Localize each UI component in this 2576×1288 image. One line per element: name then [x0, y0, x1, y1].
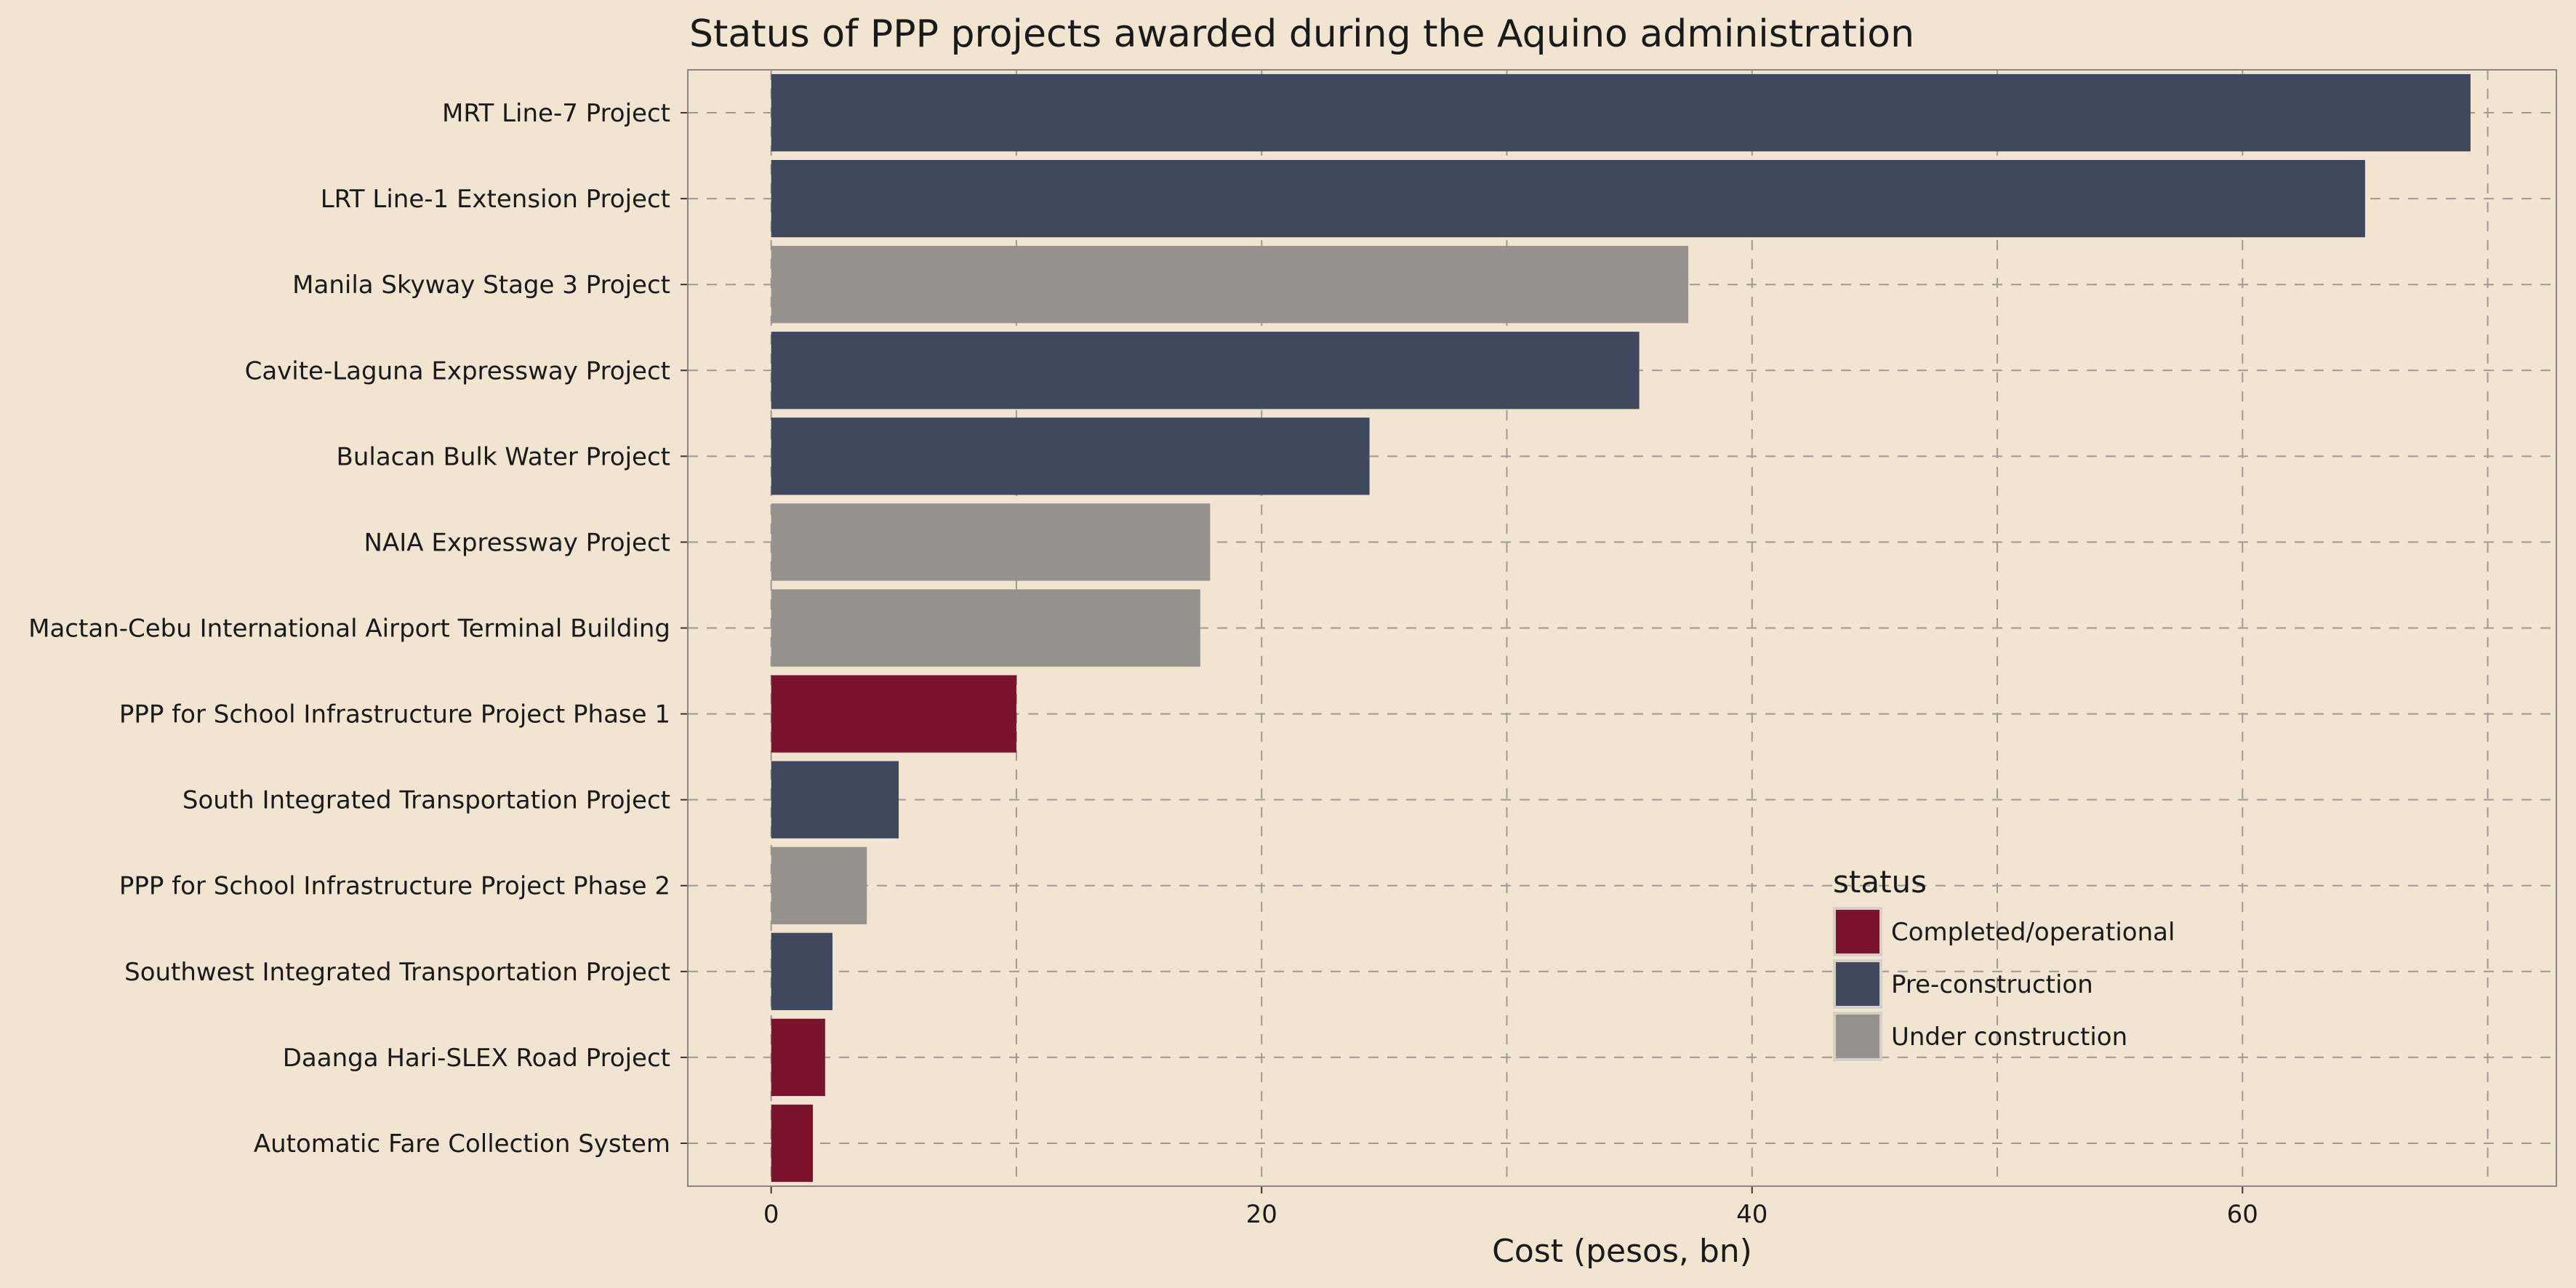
y-tick-label: Automatic Fare Collection System — [254, 1129, 670, 1159]
chart-title: Status of PPP projects awarded during th… — [689, 12, 1914, 56]
x-tick-label: 40 — [1736, 1200, 1768, 1229]
bar — [771, 1018, 825, 1097]
bars — [771, 73, 2471, 1183]
bar — [771, 159, 2365, 238]
y-tick-label: Cavite-Laguna Expressway Project — [245, 356, 670, 385]
legend-title: status — [1833, 864, 1927, 900]
legend-key — [1836, 962, 1879, 1006]
bar — [771, 847, 867, 924]
y-tick-label: Daanga Hari-SLEX Road Project — [283, 1044, 670, 1073]
y-tick-label: South Integrated Transportation Project — [182, 786, 670, 815]
y-tick-label: PPP for School Infrastructure Project Ph… — [119, 872, 670, 901]
y-tick-label: Manila Skyway Stage 3 Project — [292, 271, 670, 300]
y-tick-label: MRT Line-7 Project — [442, 99, 670, 128]
bar — [771, 246, 1689, 324]
plot-frame — [687, 69, 2557, 1187]
y-tick-label: Bulacan Bulk Water Project — [337, 442, 671, 471]
bar — [771, 932, 832, 1010]
legend-key — [1836, 910, 1879, 953]
bar — [771, 73, 2471, 152]
bar — [771, 761, 899, 839]
y-tick-label: Southwest Integrated Transportation Proj… — [124, 958, 670, 987]
x-tick-label: 20 — [1246, 1200, 1277, 1229]
legend-label: Pre-construction — [1891, 970, 2093, 999]
bar — [771, 332, 1640, 409]
bar — [771, 589, 1200, 667]
y-axis: MRT Line-7 Project LRT Line-1 Extension P… — [28, 99, 688, 1159]
x-axis-title: Cost (pesos, bn) — [1492, 1233, 1752, 1270]
y-tick-label: NAIA Expressway Project — [364, 528, 670, 557]
y-tick-label: LRT Line-1 Extension Project — [321, 185, 670, 214]
legend: status Completed/operational Pre-construc… — [1833, 864, 2175, 1061]
y-tick-label: PPP for School Infrastructure Project Ph… — [119, 700, 670, 729]
legend-label: Under construction — [1891, 1023, 2127, 1052]
legend-label: Completed/operational — [1891, 918, 2175, 947]
bar — [771, 1104, 814, 1183]
bar — [771, 675, 1016, 753]
x-axis: 0 20 40 60 — [763, 1186, 2258, 1229]
x-tick-label: 60 — [2227, 1200, 2258, 1229]
legend-key — [1836, 1015, 1879, 1058]
x-tick-label: 0 — [763, 1200, 779, 1229]
bar — [771, 503, 1211, 581]
y-tick-label: Mactan-Cebu International Airport Termin… — [28, 615, 670, 644]
bar — [771, 417, 1370, 495]
